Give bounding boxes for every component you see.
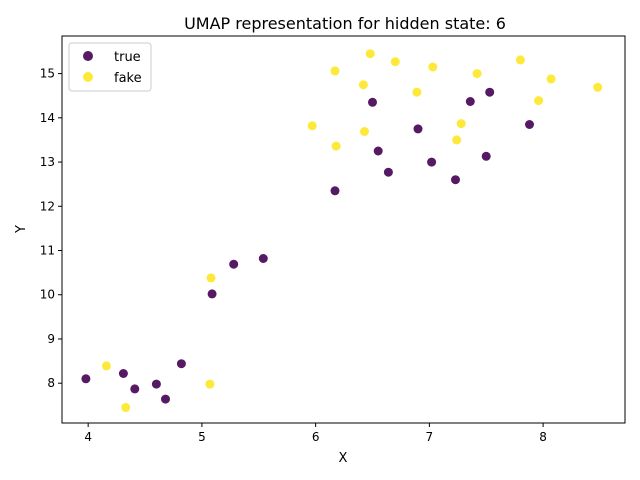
point-true-3 <box>151 379 161 389</box>
point-true-5 <box>176 359 186 369</box>
point-fake-5 <box>330 66 340 76</box>
point-fake-13 <box>452 135 462 145</box>
plot-frame <box>61 35 626 424</box>
legend-marker-true <box>83 51 93 61</box>
point-true-13 <box>413 124 423 134</box>
chart-title: UMAP representation for hidden state: 6 <box>184 14 506 33</box>
point-fake-6 <box>331 141 341 151</box>
x-axis-label: X <box>339 451 348 466</box>
y-axis-label: Y <box>14 225 29 234</box>
x-axis-ticks: 4 5 6 7 8 <box>84 423 547 444</box>
point-true-6 <box>207 289 217 299</box>
point-fake-19 <box>593 82 603 92</box>
point-true-14 <box>427 157 437 167</box>
x-tick-label-5: 5 <box>198 430 206 444</box>
point-fake-10 <box>390 57 400 67</box>
x-tick-label-6: 6 <box>312 430 320 444</box>
point-true-17 <box>481 151 491 161</box>
point-true-15 <box>451 175 460 185</box>
point-fake-16 <box>515 55 525 65</box>
legend-label-true: true <box>114 50 141 65</box>
point-true-19 <box>525 120 534 129</box>
plot-points <box>81 49 603 412</box>
point-fake-14 <box>456 119 466 129</box>
y-tick-label-13: 13 <box>40 155 55 169</box>
y-tick-label-11: 11 <box>40 244 55 258</box>
y-axis-ticks: 8 9 10 11 12 13 14 15 <box>40 67 62 390</box>
point-fake-15 <box>472 69 482 79</box>
point-true-9 <box>330 186 340 196</box>
point-true-16 <box>465 97 475 106</box>
point-fake-0 <box>101 361 111 371</box>
y-tick-label-12: 12 <box>40 199 55 213</box>
x-tick-label-4: 4 <box>84 430 92 444</box>
y-tick-label-14: 14 <box>40 111 55 125</box>
legend: true fake <box>68 42 152 92</box>
point-fake-3 <box>206 273 216 283</box>
point-fake-18 <box>546 74 556 84</box>
point-true-12 <box>383 167 393 177</box>
y-tick-label-10: 10 <box>40 288 55 302</box>
point-fake-17 <box>534 96 544 106</box>
point-true-7 <box>229 259 239 269</box>
point-true-2 <box>130 384 140 394</box>
point-fake-7 <box>358 80 368 90</box>
y-tick-label-9: 9 <box>47 332 55 346</box>
legend-label-fake: fake <box>114 71 142 86</box>
point-fake-1 <box>121 403 131 412</box>
point-true-18 <box>485 87 495 97</box>
x-tick-label-8: 8 <box>539 430 547 444</box>
x-tick-label-7: 7 <box>426 430 434 444</box>
point-true-1 <box>118 369 128 378</box>
point-true-0 <box>81 374 91 384</box>
y-tick-label-15: 15 <box>40 67 55 81</box>
point-true-4 <box>161 394 170 404</box>
point-fake-12 <box>428 62 438 72</box>
legend-marker-fake <box>83 72 93 82</box>
y-tick-label-8: 8 <box>47 376 55 390</box>
point-true-11 <box>373 146 383 156</box>
point-fake-9 <box>365 49 375 59</box>
point-fake-4 <box>307 121 317 131</box>
point-true-10 <box>368 97 377 107</box>
point-fake-8 <box>360 127 369 136</box>
point-fake-11 <box>412 87 422 97</box>
point-true-8 <box>258 254 268 263</box>
point-fake-2 <box>205 379 215 389</box>
